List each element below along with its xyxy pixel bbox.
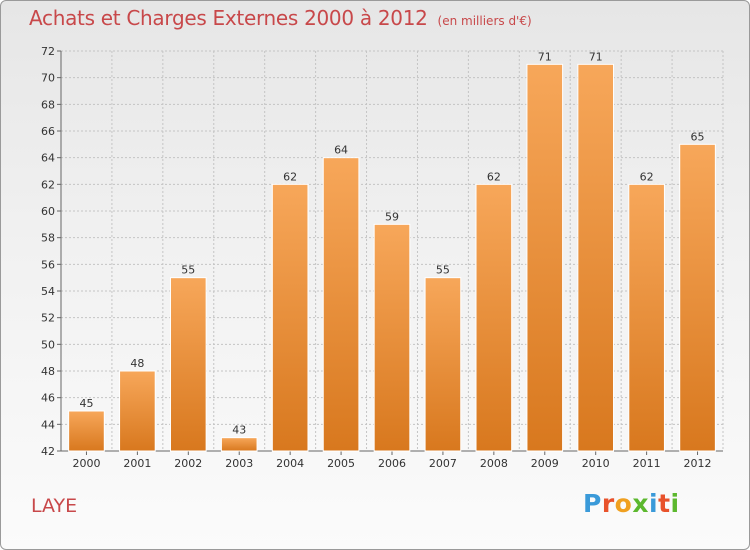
bar bbox=[475, 183, 513, 452]
logo-letter: x bbox=[632, 489, 649, 518]
x-tick-label: 2005 bbox=[327, 457, 355, 470]
data-label: 71 bbox=[589, 50, 603, 63]
bar bbox=[373, 223, 411, 452]
y-tick-label: 54 bbox=[41, 285, 55, 298]
data-label: 48 bbox=[130, 357, 144, 370]
x-tick-label: 2000 bbox=[72, 457, 100, 470]
chart-title: Achats et Charges Externes 2000 à 2012 bbox=[29, 6, 428, 30]
bars bbox=[68, 63, 716, 452]
y-tick-label: 42 bbox=[41, 445, 55, 458]
bar bbox=[220, 437, 258, 452]
data-label: 43 bbox=[232, 424, 246, 437]
x-tick-label: 2002 bbox=[174, 457, 202, 470]
x-tick-label: 2004 bbox=[276, 457, 304, 470]
x-tick-label: 2007 bbox=[429, 457, 457, 470]
logo-letter: o bbox=[614, 489, 633, 518]
data-label: 64 bbox=[334, 144, 348, 157]
commune-name: LAYE bbox=[31, 495, 78, 517]
y-tick-label: 70 bbox=[41, 72, 55, 85]
logo-letter: P bbox=[583, 489, 602, 518]
data-label: 59 bbox=[385, 210, 399, 223]
bar bbox=[169, 277, 207, 452]
chart-subtitle: (en milliers d'€) bbox=[437, 14, 532, 28]
x-tick-label: 2008 bbox=[480, 457, 508, 470]
y-tick-label: 66 bbox=[41, 125, 55, 138]
logo-letter: t bbox=[658, 489, 671, 518]
bar bbox=[526, 63, 564, 452]
y-tick-label: 58 bbox=[41, 232, 55, 245]
bar bbox=[577, 63, 615, 452]
bar bbox=[68, 410, 105, 452]
title-row: Achats et Charges Externes 2000 à 2012 (e… bbox=[29, 6, 532, 30]
bar bbox=[322, 157, 360, 452]
data-label: 45 bbox=[79, 397, 93, 410]
bar bbox=[271, 183, 309, 452]
y-tick-label: 48 bbox=[41, 365, 55, 378]
bar bbox=[119, 370, 156, 452]
y-tick-label: 62 bbox=[41, 178, 55, 191]
data-label: 62 bbox=[283, 170, 297, 183]
data-label: 55 bbox=[181, 264, 195, 277]
logo-letter: i bbox=[649, 489, 659, 518]
bar bbox=[628, 183, 665, 452]
data-label: 65 bbox=[691, 130, 705, 143]
logo-letter: r bbox=[601, 489, 615, 518]
x-tick-label: 2012 bbox=[684, 457, 712, 470]
x-tick-label: 2006 bbox=[378, 457, 406, 470]
y-tick-label: 56 bbox=[41, 258, 55, 271]
labels: 42 44 46 48 50 52 54 56 58 60 62 64 66 68 70 72 45 2000 48… bbox=[41, 45, 712, 470]
x-tick-label: 2009 bbox=[531, 457, 559, 470]
data-label: 62 bbox=[640, 170, 654, 183]
y-tick-label: 64 bbox=[41, 152, 55, 165]
bar bbox=[679, 143, 716, 452]
y-tick-label: 72 bbox=[41, 45, 55, 58]
y-tick-label: 60 bbox=[41, 205, 55, 218]
bar bbox=[424, 277, 462, 452]
x-tick-label: 2001 bbox=[123, 457, 151, 470]
x-tick-label: 2010 bbox=[582, 457, 610, 470]
y-tick-label: 52 bbox=[41, 312, 55, 325]
data-label: 55 bbox=[436, 264, 450, 277]
y-tick-label: 68 bbox=[41, 98, 55, 111]
y-tick-label: 46 bbox=[41, 392, 55, 405]
proxiti-logo: Proxiti bbox=[583, 489, 680, 518]
data-label: 62 bbox=[487, 170, 501, 183]
x-tick-label: 2003 bbox=[225, 457, 253, 470]
x-tick-label: 2011 bbox=[633, 457, 661, 470]
logo-letter: i bbox=[670, 489, 680, 518]
data-label: 71 bbox=[538, 50, 552, 63]
y-tick-label: 44 bbox=[41, 418, 55, 431]
y-tick-label: 50 bbox=[41, 338, 55, 351]
